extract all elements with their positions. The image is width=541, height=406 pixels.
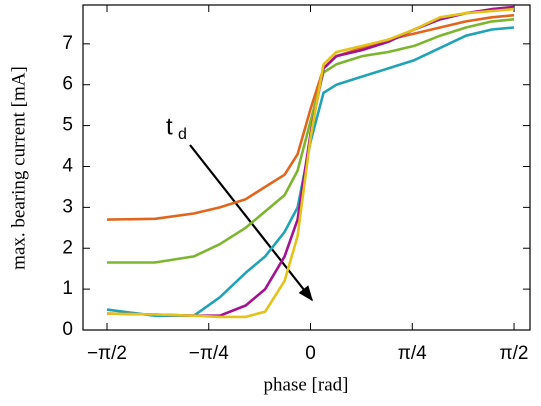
y-axis-label: max. bearing current [mA] (8, 66, 29, 270)
x-tick-label: 0 (305, 343, 316, 364)
y-tick-label: 6 (62, 74, 73, 95)
x-tick-label: −π/2 (87, 343, 127, 364)
data-line (106, 26, 515, 317)
annotation: t (166, 113, 173, 140)
plot-frame (82, 4, 531, 331)
annotation-subscript: d (178, 126, 187, 143)
x-tick-label: −π/4 (189, 343, 229, 364)
x-tick-label: π/4 (398, 343, 427, 364)
data-line (106, 5, 515, 317)
x-axis-label: phase [rad] (264, 374, 349, 395)
y-tick-label: 4 (62, 155, 73, 176)
y-tick-label: 5 (62, 115, 73, 136)
y-tick-label: 2 (62, 237, 73, 258)
y-tick-label: 0 (62, 319, 73, 340)
y-tick-label: 1 (62, 278, 73, 299)
data-line (106, 7, 515, 319)
x-tick-label: π/2 (500, 343, 529, 364)
data-line (106, 13, 515, 221)
y-tick-label: 7 (62, 33, 73, 54)
y-tick-label: 3 (62, 196, 73, 217)
